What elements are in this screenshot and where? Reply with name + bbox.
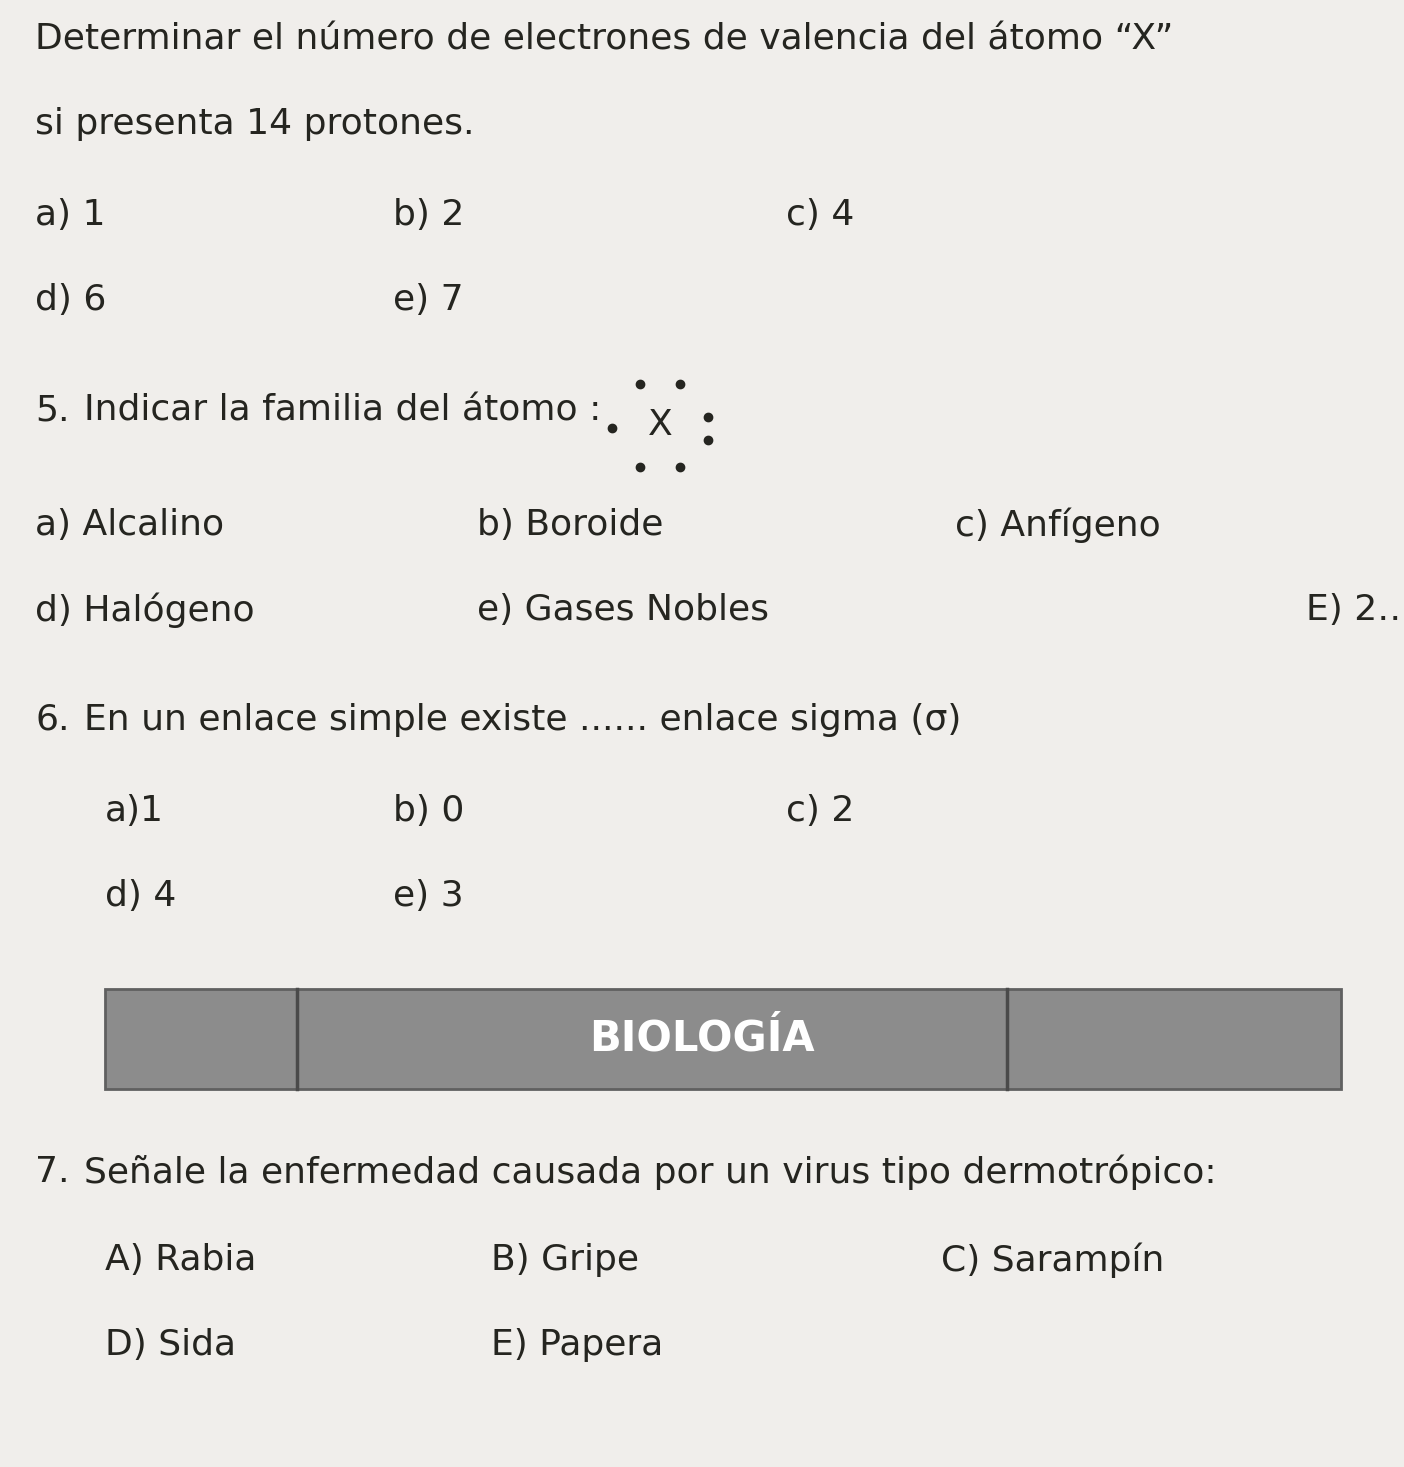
Text: C) Sarampín: C) Sarampín: [941, 1243, 1164, 1278]
Text: e) 3: e) 3: [393, 879, 463, 912]
Text: d) 4: d) 4: [105, 879, 177, 912]
Text: c) 4: c) 4: [786, 198, 855, 232]
Text: b) 0: b) 0: [393, 794, 465, 827]
Text: d) Halógeno: d) Halógeno: [35, 593, 254, 628]
Text: b) 2: b) 2: [393, 198, 465, 232]
Text: BIOLOGÍA: BIOLOGÍA: [590, 1018, 814, 1059]
Text: B) Gripe: B) Gripe: [491, 1243, 639, 1276]
Text: Señale la enfermedad causada por un virus tipo dermotrópico:: Señale la enfermedad causada por un viru…: [84, 1155, 1217, 1190]
Text: e) 7: e) 7: [393, 283, 463, 317]
Text: 5.: 5.: [35, 393, 70, 427]
Text: d) 6: d) 6: [35, 283, 107, 317]
Text: D) Sida: D) Sida: [105, 1328, 236, 1361]
Text: a) 1: a) 1: [35, 198, 105, 232]
Text: A) Rabia: A) Rabia: [105, 1243, 257, 1276]
Text: 7.: 7.: [35, 1155, 70, 1188]
FancyBboxPatch shape: [105, 989, 1341, 1089]
Text: Indicar la familia del átomo :: Indicar la familia del átomo :: [84, 393, 602, 427]
Text: X: X: [647, 408, 673, 442]
Text: a) Alcalino: a) Alcalino: [35, 508, 225, 541]
Text: c) Anfígeno: c) Anfígeno: [955, 508, 1161, 543]
Text: En un enlace simple existe ...... enlace sigma (σ): En un enlace simple existe ...... enlace…: [84, 703, 962, 736]
Text: E) 2…: E) 2…: [1306, 593, 1404, 626]
Text: c) 2: c) 2: [786, 794, 855, 827]
Text: 6.: 6.: [35, 703, 70, 736]
Text: Determinar el número de electrones de valencia del átomo “X”: Determinar el número de electrones de va…: [35, 22, 1174, 56]
Text: si presenta 14 protones.: si presenta 14 protones.: [35, 107, 475, 141]
Text: e) Gases Nobles: e) Gases Nobles: [477, 593, 769, 626]
Text: E) Papera: E) Papera: [491, 1328, 664, 1361]
Text: b) Boroide: b) Boroide: [477, 508, 664, 541]
Text: a)1: a)1: [105, 794, 164, 827]
